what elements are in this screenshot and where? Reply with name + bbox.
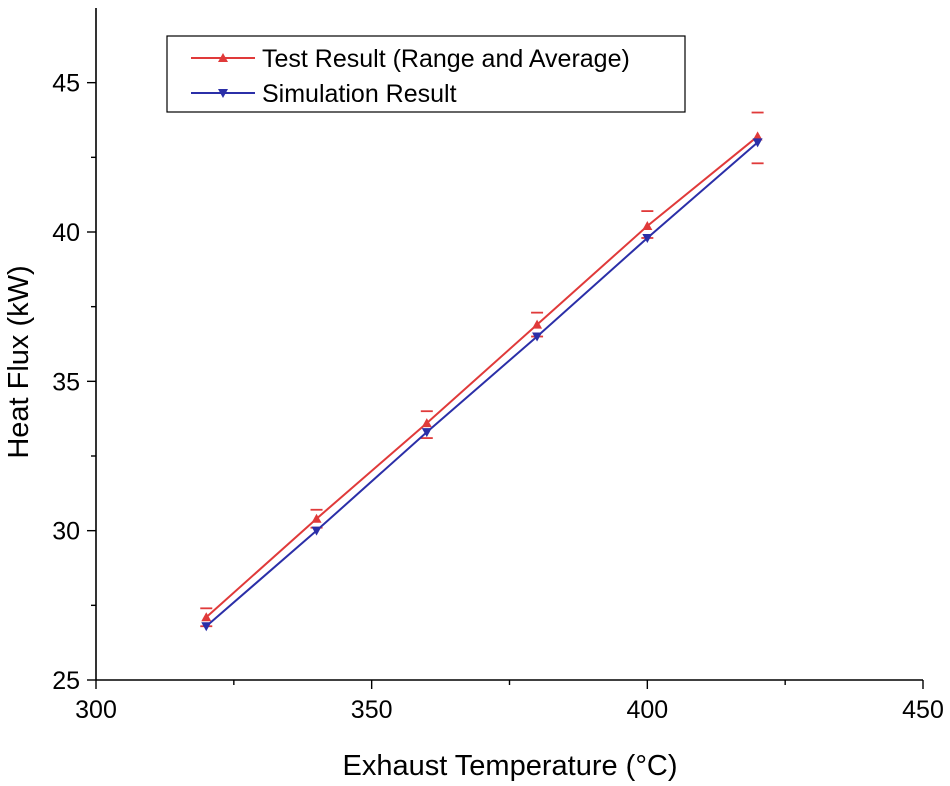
x-tick-label: 450 (902, 696, 944, 724)
legend-label-test: Test Result (Range and Average) (262, 45, 630, 73)
data-point-test (752, 131, 763, 141)
series-line-sim (205, 141, 759, 627)
data-point-test (311, 513, 322, 523)
legend-label-sim: Simulation Result (262, 80, 457, 108)
data-point-test (532, 319, 543, 329)
legend-marker-sim (218, 89, 228, 98)
legend-marker-test (218, 53, 228, 62)
x-tick-label: 400 (626, 696, 668, 724)
ticks: 300 350 400 450 25 30 35 40 45 (52, 70, 944, 724)
data-point-test (201, 612, 212, 622)
x-axis-title: Exhaust Temperature (°C) (342, 750, 677, 782)
data-point-sim (311, 526, 322, 536)
series-layer (200, 111, 764, 632)
data-point-sim (532, 332, 543, 342)
y-tick-label: 25 (52, 667, 80, 695)
data-point-sim (421, 428, 432, 438)
y-tick-label: 45 (52, 70, 80, 98)
y-axis-title: Heat Flux (kW) (3, 265, 35, 458)
series-line-test (205, 135, 759, 619)
data-point-sim (752, 138, 763, 148)
y-tick-label: 35 (52, 368, 80, 396)
legend: Test Result (Range and Average) Simulati… (166, 35, 686, 113)
data-point-sim (642, 233, 653, 243)
data-point-test (421, 418, 432, 428)
data-point-sim (201, 622, 212, 632)
x-tick-label: 300 (75, 696, 117, 724)
legend-box (166, 35, 686, 113)
y-tick-label: 40 (52, 219, 80, 247)
data-point-test (642, 221, 653, 231)
y-tick-label: 30 (52, 518, 80, 546)
x-tick-label: 350 (351, 696, 393, 724)
